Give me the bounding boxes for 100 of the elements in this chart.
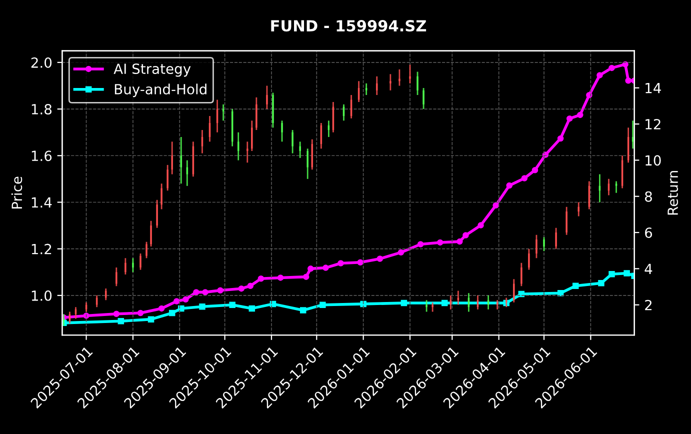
point [608,270,615,278]
candlestick [140,252,142,270]
candlestick [115,266,118,287]
point [566,115,573,122]
point [158,305,165,312]
point [202,289,208,296]
candlestick [124,257,126,276]
point [572,282,579,289]
point [137,310,144,316]
candlestick [251,120,253,152]
candlestick [543,236,545,252]
y-tick-label: 1.4 [32,197,52,208]
y2-tick-label: 4 [644,264,652,274]
point [586,92,592,98]
candlestick [432,302,434,312]
candlestick [426,299,428,312]
point [521,175,528,182]
point [608,64,615,72]
point [113,310,120,318]
point [247,282,254,289]
candlestick [422,87,424,110]
candlestick [390,73,392,92]
y2-tick-label: 8 [645,191,652,202]
point [577,112,584,118]
candlestick [416,71,418,96]
candlestick [409,64,411,84]
point [248,305,256,312]
point [217,287,224,294]
y2-tick-label: 6 [645,227,652,238]
point [83,312,90,319]
point [258,276,264,282]
candlestick [578,202,580,217]
point [238,285,244,292]
point [624,270,630,276]
point [277,274,284,281]
point [307,266,314,272]
candlestick [306,148,309,180]
candlestick [237,132,240,161]
y2-tick-label: 12 [646,118,660,130]
point [462,232,469,238]
point [436,239,444,246]
candlestick [246,140,248,164]
point [322,264,329,271]
legend-label: Buy-and-Hold [114,84,206,98]
legend-label: AI Strategy [114,64,191,77]
point [532,167,538,174]
candlestick [132,257,134,273]
candlestick [512,278,515,304]
point [625,77,632,84]
candlestick [266,85,268,110]
candlestick [555,227,557,250]
y-tick-label: 2.0 [31,57,52,68]
y-tick-label: 1.2 [32,244,52,254]
y-tick-label: 1.6 [32,150,52,162]
y-tick-label: 1.0 [32,290,52,301]
point [118,318,124,324]
candlestick [450,294,452,310]
candlestick [376,76,378,96]
point [557,135,564,142]
point [478,222,484,228]
point [596,72,603,78]
point [229,302,236,308]
candlestick [146,241,148,259]
point [506,182,512,189]
y-axis-title: Price [11,176,22,208]
point [338,260,344,266]
point [178,305,184,312]
candlestick [398,68,400,86]
candlestick [160,182,162,210]
point [173,298,180,304]
point [357,259,364,266]
point [300,307,306,314]
point [302,274,310,280]
point [417,241,424,248]
candlestick [292,129,294,154]
candlestick [104,288,107,301]
point [168,310,176,316]
y2-tick-label: 14 [646,83,661,94]
point [193,289,200,296]
candlestick [272,92,274,128]
candlestick [566,206,568,236]
point [442,300,448,306]
point [400,300,408,306]
point [598,280,604,286]
candlestick [156,199,158,229]
point [148,316,154,322]
candlestick [256,96,258,131]
y-tick-label: 1.8 [32,104,52,115]
point [182,296,189,303]
point [456,238,463,245]
candlestick [299,140,301,159]
y2-axis-title: Return [668,171,678,215]
candlestick [281,120,283,142]
point [376,256,384,262]
point [398,249,404,256]
point [320,302,326,308]
candlestick [171,140,174,175]
candlestick [311,138,314,170]
candlestick [536,234,538,259]
y2-tick-label: 10 [646,155,661,166]
